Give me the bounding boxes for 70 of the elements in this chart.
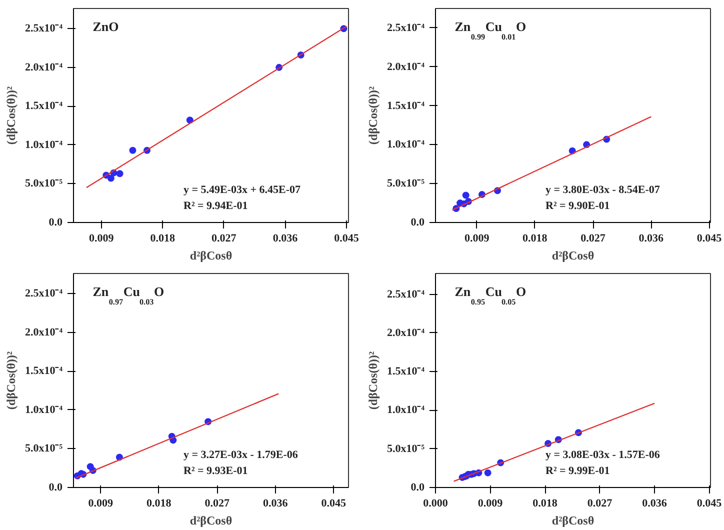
point	[116, 170, 124, 178]
x-tick-label: 0.018	[522, 232, 548, 244]
y-tick-label: 1.0x10⁻⁴	[24, 138, 64, 151]
annotation: R² = 9.93E-01	[184, 464, 248, 477]
x-tick-label: 0.045	[696, 232, 722, 244]
y-tick-label: 1.5x10⁻⁴	[24, 365, 64, 378]
y-tick-label: 2.0x10⁻⁴	[386, 326, 426, 339]
point	[129, 146, 136, 154]
x-tick-label: 0.045	[321, 498, 346, 510]
x-tick-label: 0.018	[150, 232, 176, 244]
y-tick-label: 5.0x10⁻⁵	[386, 178, 426, 190]
y-tick-label: 1.5x10⁻⁴	[24, 100, 64, 112]
y-tick-label: 2.5x10⁻⁴	[24, 22, 64, 35]
x-tick-label: 0.045	[696, 498, 722, 510]
point	[484, 469, 492, 476]
annotation: y = 3.27E-03x - 1.79E-06	[184, 448, 298, 461]
x-tick-label: 0.018	[146, 498, 172, 510]
y-tick-label: 5.0x10⁻⁵	[386, 442, 426, 455]
y-axis-title: (dβCos(θ))²	[4, 351, 18, 410]
point	[107, 174, 114, 182]
y-axis-title: (dβCos(θ))²	[366, 86, 380, 145]
y-axis-title: (dβCos(θ))²	[366, 351, 380, 410]
annotation: y = 5.49E-03x + 6.45E-07	[184, 184, 302, 196]
y-tick-label: 2.5x10⁻⁴	[386, 288, 426, 300]
text: ZnO	[92, 19, 119, 34]
x-tick-label: 0.036	[642, 498, 668, 510]
annotation: y = 3.80E-03x - 8.54E-07	[546, 184, 660, 196]
annotation: y = 3.08E-03x - 1.57E-06	[546, 448, 660, 461]
x-tick-label: 0.036	[272, 232, 298, 244]
text: Zn0.95Cu0.05O	[454, 284, 526, 307]
y-tick-label: 1.0x10⁻⁴	[386, 138, 426, 151]
y-tick-label: 2.5x10⁻⁴	[24, 288, 64, 300]
y-tick-label: 1.0x10⁻⁴	[24, 404, 64, 416]
annotation: R² = 9.99E-01	[546, 464, 610, 477]
x-tick-label: 0.027	[587, 498, 613, 510]
text: Zn0.97Cu0.03O	[92, 284, 164, 307]
x-tick-label: 0.000	[423, 498, 448, 510]
x-tick-label: 0.045	[334, 232, 360, 244]
x-axis-title: d²βCosθ	[552, 248, 594, 262]
x-tick-label: 0.009	[89, 232, 114, 244]
text: Zn0.99Cu0.01O	[454, 19, 526, 42]
y-tick-label: 0.0	[410, 482, 425, 494]
y-tick-label: 5.0x10⁻⁵	[24, 442, 64, 455]
point	[462, 192, 470, 199]
x-tick-label: 0.009	[478, 498, 504, 510]
x-tick-label: 0.009	[88, 498, 114, 510]
x-axis-title: d²βCosθ	[552, 514, 594, 528]
x-axis-title: d²βCosθ	[190, 248, 232, 262]
x-axis-title: d²βCosθ	[190, 514, 232, 528]
y-tick-label: 2.0x10⁻⁴	[24, 326, 64, 338]
annotation: R² = 9.94E-01	[184, 200, 248, 212]
x-tick-label: 0.036	[638, 232, 664, 244]
y-tick-label: 0.0	[48, 482, 63, 494]
y-tick-label: 1.5x10⁻⁴	[386, 366, 426, 378]
x-tick-label: 0.036	[263, 498, 288, 510]
y-axis-title: (dβCos(θ))²	[4, 86, 18, 145]
y-tick-label: 0.0	[48, 216, 63, 228]
y-tick-label: 2.0x10⁻⁴	[386, 60, 426, 73]
x-tick-label: 0.027	[212, 232, 237, 244]
y-tick-label: 5.0x10⁻⁵	[24, 178, 64, 190]
y-tick-label: 1.0x10⁻⁴	[386, 404, 426, 416]
x-tick-label: 0.018	[532, 498, 558, 510]
y-tick-label: 1.5x10⁻⁴	[386, 100, 426, 112]
y-tick-label: 2.5x10⁻⁴	[386, 22, 426, 34]
x-tick-label: 0.027	[204, 498, 230, 510]
annotation: R² = 9.90E-01	[546, 200, 610, 212]
y-tick-label: 0.0	[410, 216, 425, 228]
y-tick-label: 2.0x10⁻⁴	[24, 61, 64, 74]
x-tick-label: 0.027	[580, 232, 606, 244]
x-tick-label: 0.009	[464, 232, 490, 244]
